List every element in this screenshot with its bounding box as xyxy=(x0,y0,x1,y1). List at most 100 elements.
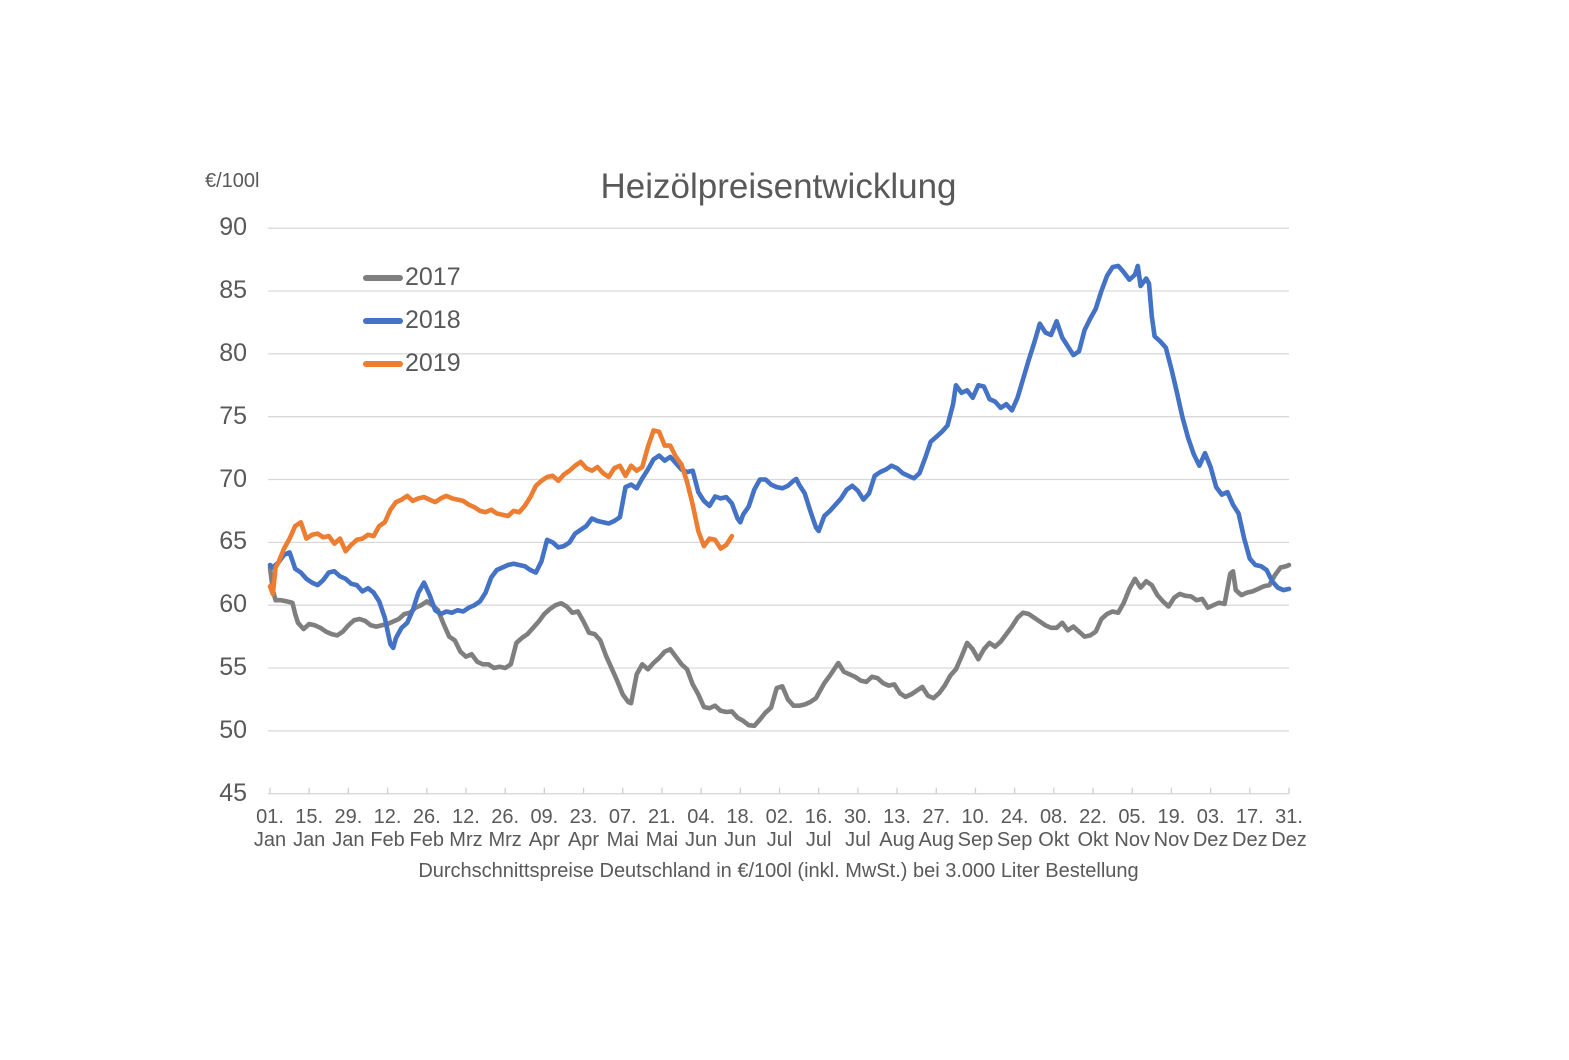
x-tick-day: 13. xyxy=(883,806,911,828)
x-tick-day: 12. xyxy=(452,806,480,828)
x-tick-month: Sep xyxy=(996,829,1033,851)
x-tick-day: 10. xyxy=(961,806,990,828)
x-tick-day: 03. xyxy=(1196,806,1225,828)
legend-swatch-2019 xyxy=(363,360,403,367)
x-tick-month: Jul xyxy=(805,829,832,851)
x-tick-month: Mrz xyxy=(488,829,522,851)
x-tick-day: 27. xyxy=(922,806,951,828)
x-tick-label: 01. Jan xyxy=(242,806,298,852)
x-tick-day: 18. xyxy=(726,806,755,828)
x-tick-label: 17. Dez xyxy=(1222,806,1278,852)
y-tick-label: 90 xyxy=(219,213,247,242)
legend-label: 2017 xyxy=(405,263,461,291)
x-tick-day: 01. xyxy=(256,806,284,828)
x-tick-label: 03. Dez xyxy=(1183,806,1239,852)
legend-label: 2019 xyxy=(405,349,461,377)
x-tick-month: Jan xyxy=(293,829,326,851)
legend-swatch-2018 xyxy=(363,317,403,324)
x-tick-label: 23. Apr xyxy=(556,806,612,852)
y-tick-label: 65 xyxy=(219,527,247,556)
series-line-2019 xyxy=(267,428,735,597)
x-tick-day: 15. xyxy=(295,806,324,828)
y-axis-unit-label: €/100l xyxy=(205,170,260,192)
y-tick-label: 80 xyxy=(219,338,247,367)
x-tick-label: 22. Okt xyxy=(1065,806,1121,852)
x-tick-day: 02. xyxy=(765,806,794,828)
x-tick-day: 21. xyxy=(648,806,676,828)
x-tick-month: Aug xyxy=(879,829,915,851)
x-tick-label: 30. Jul xyxy=(830,806,886,852)
x-tick-month: Jan xyxy=(332,829,365,851)
x-tick-month: Dez xyxy=(1232,829,1268,851)
x-tick-month: Aug xyxy=(918,829,955,851)
x-tick-month: Mai xyxy=(645,829,679,851)
x-tick-day: 07. xyxy=(608,806,637,828)
legend-label: 2018 xyxy=(405,306,461,334)
legend-item-2019: 2019 xyxy=(363,342,461,385)
x-tick-month: Okt xyxy=(1077,829,1109,851)
x-tick-label: 12. Feb xyxy=(360,806,416,852)
x-tick-month: Mai xyxy=(606,829,639,851)
legend-item-2017: 2017 xyxy=(363,256,461,299)
x-tick-day: 12. xyxy=(373,806,402,828)
x-tick-month: Dez xyxy=(1271,829,1307,851)
x-tick-label: 09. Apr xyxy=(516,806,572,852)
x-tick-label: 29. Jan xyxy=(320,806,376,852)
chart-caption: Durchschnittspreise Deutschland in €/100… xyxy=(418,860,1139,882)
x-tick-month: Mrz xyxy=(449,829,483,851)
x-tick-label: 24. Sep xyxy=(987,806,1043,852)
x-tick-label: 26. Feb xyxy=(399,806,455,852)
x-tick-day: 09. xyxy=(530,806,559,828)
x-tick-day: 26. xyxy=(412,806,441,828)
legend-item-2018: 2018 xyxy=(363,299,461,342)
x-tick-label: 02. Jul xyxy=(752,806,808,852)
x-tick-day: 30. xyxy=(843,806,872,828)
y-tick-label: 75 xyxy=(219,401,247,430)
y-tick-label: 70 xyxy=(219,464,247,493)
x-tick-label: 26. Mrz xyxy=(477,806,533,852)
x-tick-label: 31. Dez xyxy=(1261,806,1317,852)
x-tick-month: Jan xyxy=(253,829,287,851)
x-tick-label: 04. Jun xyxy=(673,806,729,852)
x-tick-month: Sep xyxy=(957,829,994,851)
legend: 2017 2018 2019 xyxy=(363,256,461,385)
y-tick-label: 60 xyxy=(219,590,247,619)
x-tick-day: 26. xyxy=(491,806,520,828)
y-tick-label: 45 xyxy=(219,778,247,807)
x-tick-label: 16. Jul xyxy=(791,806,847,852)
x-tick-month: Jun xyxy=(684,829,718,851)
x-tick-day: 17. xyxy=(1235,806,1264,828)
x-tick-day: 24. xyxy=(1000,806,1029,828)
x-tick-month: Feb xyxy=(370,829,405,851)
x-tick-label: 08. Okt xyxy=(1026,806,1082,852)
x-tick-month: Dez xyxy=(1192,829,1229,851)
x-tick-label: 05. Nov xyxy=(1104,806,1160,852)
x-tick-month: Jun xyxy=(724,829,757,851)
chart-title: Heizölpreisentwicklung xyxy=(600,167,957,206)
x-tick-label: 07. Mai xyxy=(595,806,651,852)
x-tick-month: Feb xyxy=(409,829,444,851)
x-tick-day: 22. xyxy=(1079,806,1107,828)
x-tick-label: 21. Mai xyxy=(634,806,690,852)
x-tick-label: 10. Sep xyxy=(947,806,1003,852)
series-line-2018 xyxy=(267,263,1292,651)
x-tick-day: 31. xyxy=(1275,806,1303,828)
x-tick-label: 13. Aug xyxy=(869,806,925,852)
x-tick-month: Jul xyxy=(766,829,793,851)
x-tick-day: 04. xyxy=(687,806,716,828)
x-tick-day: 19. xyxy=(1157,806,1186,828)
y-tick-label: 50 xyxy=(219,715,247,744)
x-tick-month: Nov xyxy=(1114,829,1150,851)
legend-swatch-2017 xyxy=(363,274,403,281)
x-tick-month: Apr xyxy=(567,829,600,851)
x-tick-month: Nov xyxy=(1153,829,1190,851)
x-tick-day: 05. xyxy=(1118,806,1147,828)
x-tick-day: 29. xyxy=(334,806,363,828)
y-tick-label: 55 xyxy=(219,653,247,682)
x-tick-label: 19. Nov xyxy=(1143,806,1199,852)
x-tick-day: 08. xyxy=(1039,806,1068,828)
x-tick-month: Apr xyxy=(528,829,560,851)
x-tick-day: 16. xyxy=(804,806,833,828)
x-tick-label: 27. Aug xyxy=(908,806,964,852)
